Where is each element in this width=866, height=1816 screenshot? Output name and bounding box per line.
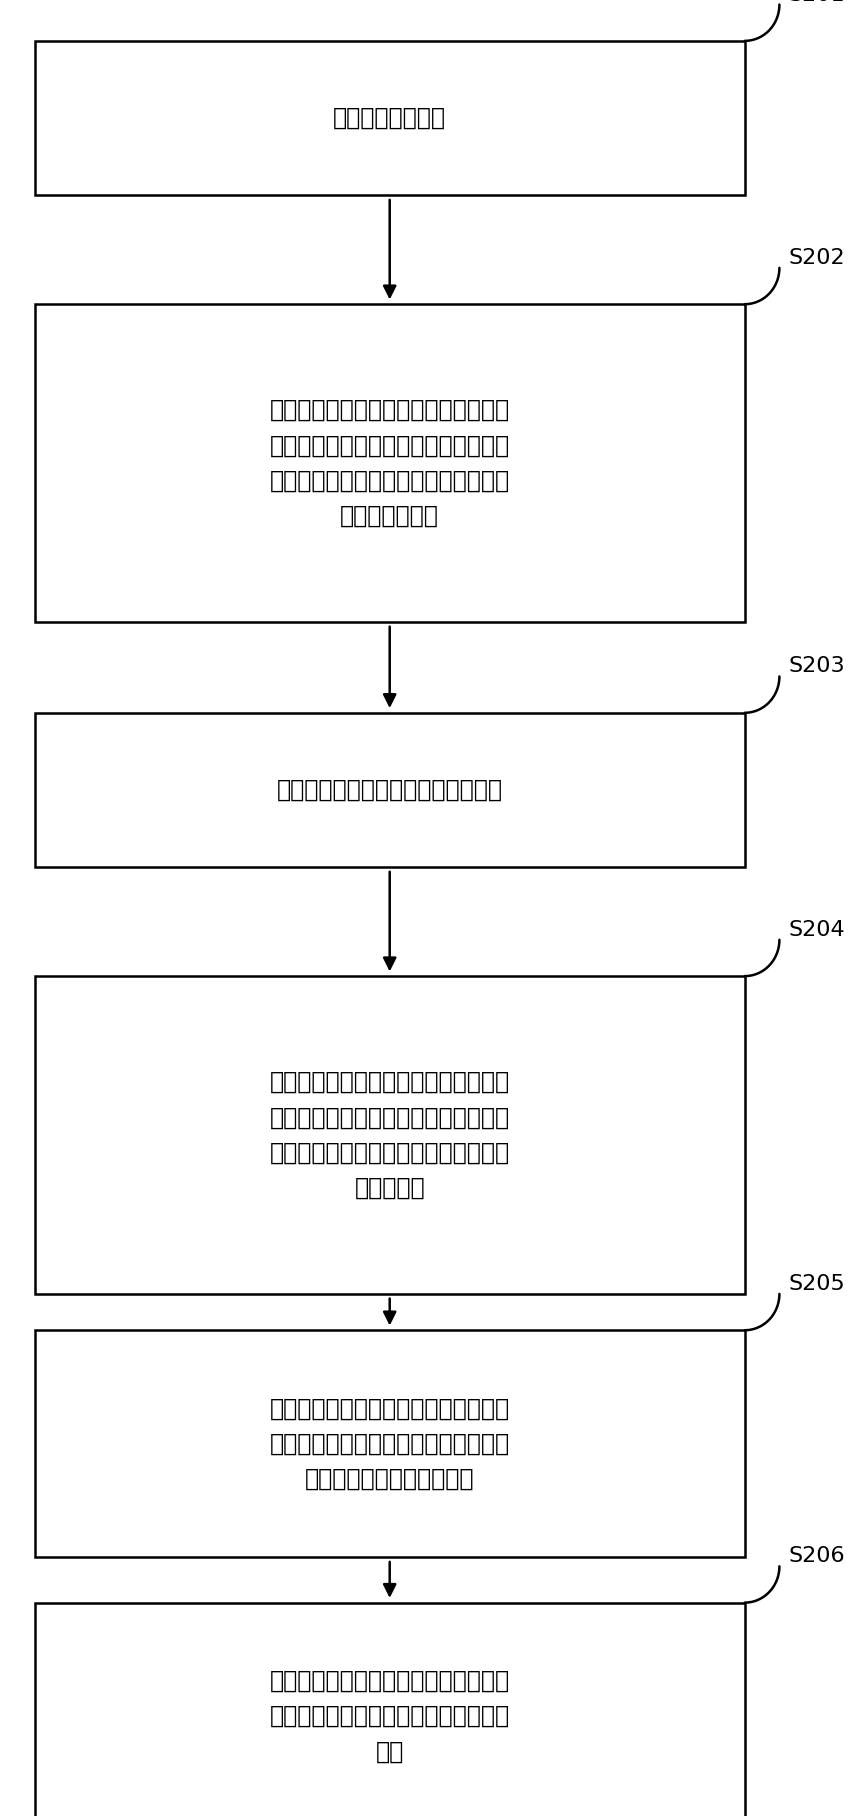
Bar: [35, 303, 745, 621]
Bar: [35, 40, 745, 194]
Text: S203: S203: [788, 656, 844, 676]
Text: S204: S204: [788, 919, 844, 941]
Bar: [35, 977, 745, 1293]
Text: S206: S206: [788, 1545, 844, 1565]
Text: S202: S202: [788, 247, 844, 267]
Bar: [35, 714, 745, 868]
Text: S205: S205: [788, 1273, 845, 1293]
Bar: [35, 1329, 745, 1558]
Text: S201: S201: [788, 0, 844, 4]
Text: 通过汉明距离算法判断坐席文本数据中
所包含的客户信息是否正确，确定录音
音频数据的服务有效性分值: 通过汉明距离算法判断坐席文本数据中 所包含的客户信息是否正确，确定录音 音频数据…: [269, 1397, 510, 1491]
Text: 根据预置的坐席人员的语音模板，对录
音音频数据进行特征匹配，从录音音频
数据中提取出坐席人员的音频数据，得
到坐席音频数据: 根据预置的坐席人员的语音模板，对录 音音频数据进行特征匹配，从录音音频 数据中提…: [269, 398, 510, 528]
Bar: [35, 1602, 745, 1816]
Text: 获取录音音频数据: 获取录音音频数据: [333, 105, 446, 131]
Text: 对服务态度分值和服务有效性分值的加
权运算，得到录音音频数据的服务质量
分值: 对服务态度分值和服务有效性分值的加 权运算，得到录音音频数据的服务质量 分值: [269, 1669, 510, 1763]
Text: 通过余弦相似性算法判断坐席文本数据
中所包含的预设用语的数量，并根据预
设用语的数量，确定录音音频数据的服
务态度分值: 通过余弦相似性算法判断坐席文本数据 中所包含的预设用语的数量，并根据预 设用语的…: [269, 1070, 510, 1200]
Text: 将坐席音频数据转化为坐席文本数据: 将坐席音频数据转化为坐席文本数据: [277, 777, 502, 803]
